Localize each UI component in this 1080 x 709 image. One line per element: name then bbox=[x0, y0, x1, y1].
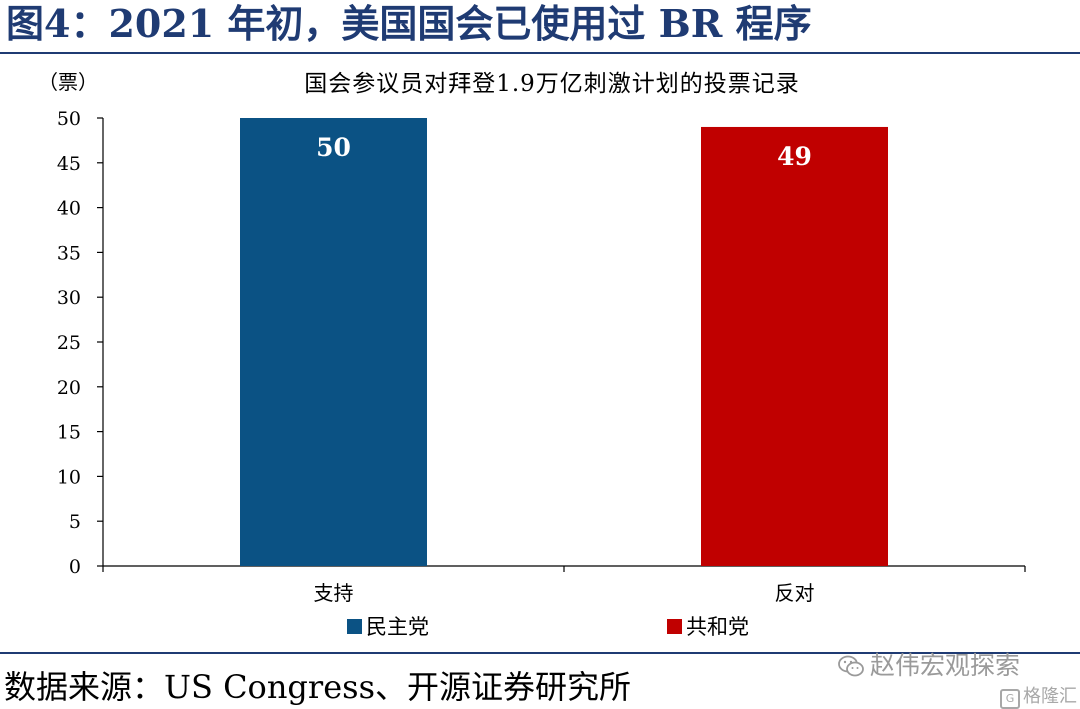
bar bbox=[240, 118, 427, 566]
chart-title: 国会参议员对拜登1.9万亿刺激计划的投票记录 bbox=[304, 71, 800, 97]
data-label: 50 bbox=[316, 133, 351, 162]
x-tick-label: 反对 bbox=[775, 581, 815, 605]
watermark-secondary: G 格隆汇 bbox=[1000, 682, 1077, 709]
legend-swatch bbox=[347, 619, 362, 634]
legend-label: 共和党 bbox=[686, 615, 749, 639]
y-axis-unit: （票） bbox=[38, 70, 98, 94]
y-tick-label: 0 bbox=[69, 556, 81, 578]
y-tick-label: 30 bbox=[57, 287, 81, 309]
watermark-secondary-text: 格隆汇 bbox=[1023, 686, 1077, 707]
watermark-text: 赵伟宏观探索 bbox=[870, 651, 1021, 680]
g-logo-icon: G bbox=[1000, 689, 1020, 709]
y-tick-label: 45 bbox=[57, 153, 81, 175]
y-tick-label: 25 bbox=[57, 332, 81, 354]
y-tick-label: 35 bbox=[57, 242, 81, 264]
y-tick-label: 40 bbox=[57, 198, 81, 220]
title-divider bbox=[0, 52, 1080, 54]
watermark: 赵伟宏观探索 bbox=[838, 646, 1020, 682]
bar bbox=[701, 126, 888, 567]
source-divider bbox=[0, 652, 1080, 654]
source-note: 数据来源：US Congress、开源证券研究所 bbox=[4, 668, 631, 706]
y-tick-label: 5 bbox=[69, 511, 81, 533]
legend-swatch bbox=[667, 619, 682, 634]
data-label: 49 bbox=[777, 142, 812, 171]
legend-label: 民主党 bbox=[366, 615, 429, 639]
wechat-icon bbox=[838, 655, 864, 677]
y-tick-label: 50 bbox=[57, 108, 81, 130]
y-tick-label: 15 bbox=[57, 422, 81, 444]
y-tick-label: 20 bbox=[57, 377, 81, 399]
bar-chart: 0 5 10 15 20 25 30 35 40 45 50 支持 反对 50 49 民主党 共和党 bbox=[57, 108, 1026, 639]
x-tick-label: 支持 bbox=[314, 581, 354, 605]
figure-title: 图4：2021 年初，美国国会已使用过 BR 程序 bbox=[6, 1, 812, 46]
y-tick-label: 10 bbox=[57, 466, 81, 488]
